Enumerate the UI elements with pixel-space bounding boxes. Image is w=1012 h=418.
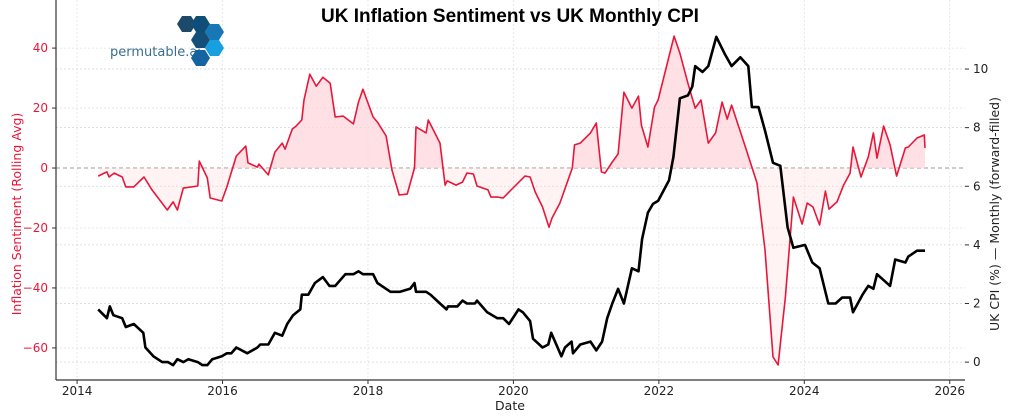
logo-text: permutable.ai [110,45,201,60]
left-tick-label: 20 [33,101,48,115]
hexagon-logo-icon [177,16,224,66]
inflation-sentiment-line [97,35,926,366]
right-tick-label: 2 [973,297,981,311]
right-tick-label: 10 [973,62,988,76]
chart-title: UK Inflation Sentiment vs UK Monthly CPI [321,6,699,27]
left-tick-label: −20 [23,221,48,235]
sentiment-positive-fill [98,36,925,169]
axes: 2014 2016 2018 2020 2022 2024 202640200−20−40−… [23,0,988,398]
left-tick-label: −60 [23,341,48,355]
sentiment-fill [98,36,925,365]
x-tick-label: 2016 [207,384,238,398]
x-tick-label: 2022 [644,384,675,398]
x-tick-label: 2018 [353,384,384,398]
x-axis-label: Date [495,398,525,413]
x-tick-label: 2024 [789,384,820,398]
left-tick-label: 0 [40,161,48,175]
left-tick-label: −40 [23,281,48,295]
permutable-logo: permutable.ai [110,16,224,66]
x-tick-label: 2014 [62,384,93,398]
right-tick-label: 6 [973,179,981,193]
right-tick-label: 4 [973,238,981,252]
series-lines [97,35,926,367]
right-tick-label: 8 [973,121,981,135]
x-tick-label: 2020 [498,384,529,398]
right-y-axis-label: UK CPI (%) — Monthly (forward-filled) [987,97,1002,331]
sentiment-negative-fill [98,168,900,365]
left-y-axis-label: Inflation Sentiment (Rolling Avg) [9,113,24,316]
right-tick-label: 0 [973,355,981,369]
left-tick-label: 40 [33,41,48,55]
x-tick-label: 2026 [934,384,965,398]
uk-cpi-line [97,35,925,367]
